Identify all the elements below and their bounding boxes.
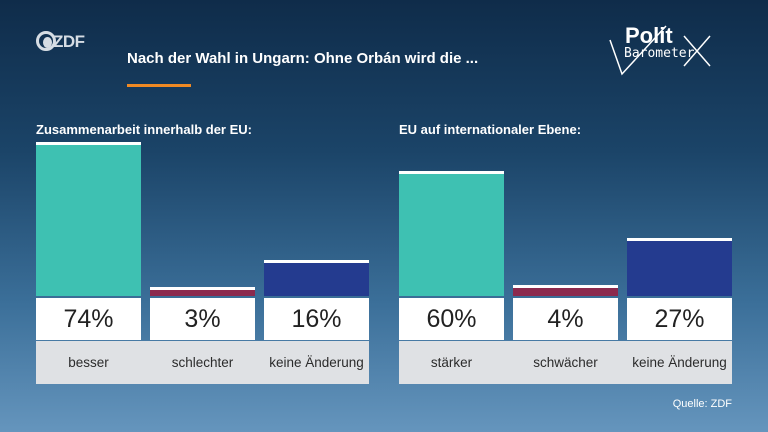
- chart-2-category-label-3: keine Änderung: [632, 354, 727, 370]
- source-note: Quelle: ZDF: [672, 398, 732, 410]
- bar-top-edge: [150, 287, 255, 290]
- zdf-logo-ring-icon: [36, 31, 56, 51]
- zdf-logo: ZDF: [36, 31, 88, 55]
- chart-1-category-label-2: schlechter: [171, 354, 234, 370]
- politbarometer-title: Polit: [625, 23, 673, 48]
- bar-top-edge: [264, 260, 369, 263]
- chart-2-title: EU auf internationaler Ebene:: [399, 122, 582, 137]
- bar-top-edge: [399, 171, 504, 174]
- chart-2-category-label-1: stärker: [430, 354, 473, 370]
- bar-top-edge: [513, 285, 618, 288]
- chart-2-value-label-1: 60%: [399, 298, 504, 340]
- chart-1-title: Zusammenarbeit innerhalb der EU:: [36, 122, 252, 137]
- bar-top-edge: [36, 142, 141, 145]
- chart-2-bar-1: [399, 171, 504, 296]
- politbarometer-logo: Polit Barometer: [606, 22, 716, 78]
- title-underline: [127, 84, 191, 87]
- chart-2-value-label-2: 4%: [513, 298, 618, 340]
- bar-top-edge: [627, 238, 732, 241]
- chart-1-value-label-2: 3%: [150, 298, 255, 340]
- politbarometer-mark-icon: [609, 25, 711, 76]
- chart-1-bar-2: [150, 287, 255, 296]
- chart-1-category-label-3: keine Änderung: [269, 354, 364, 370]
- page-title: Nach der Wahl in Ungarn: Ohne Orbán wird…: [127, 50, 479, 67]
- chart-2-bar-2: [513, 285, 618, 296]
- chart-1-value-label-1: 74%: [36, 298, 141, 340]
- politbarometer-subtitle: Barometer: [624, 46, 695, 61]
- chart-2-bar-3: [627, 238, 732, 296]
- chart-2-label-strip: [399, 341, 732, 384]
- chart-2-category-label-2: schwächer: [533, 354, 598, 370]
- chart-1-label-strip: [36, 341, 369, 384]
- chart-1-category-label-1: besser: [68, 354, 109, 370]
- chart-1-value-label-3: 16%: [264, 298, 369, 340]
- chart-1-bar-3: [264, 260, 369, 296]
- zdf-logo-text: ZDF: [53, 32, 85, 51]
- chart-2-value-label-3: 27%: [627, 298, 732, 340]
- chart-1-bar-1: [36, 142, 141, 296]
